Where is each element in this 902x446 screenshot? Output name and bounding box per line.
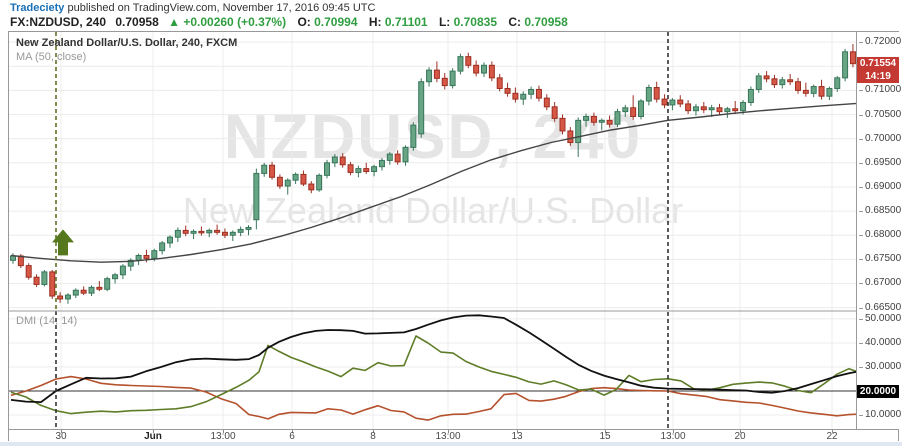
ma-study-label[interactable]: MA (50, close) [16,51,87,63]
price-tick-label: 0.67000 [859,277,901,289]
indicator-tick-label: 10.0000 [859,409,901,421]
price-axis[interactable]: 0.71554 14:19 20.0000 0.72000 0.71000 0.70… [857,32,901,429]
symbol-name[interactable]: FX:NZDUSD, 240 [10,15,107,29]
last-price: 0.70958 [115,15,159,29]
price-tick-label: 0.70000 [859,133,901,145]
price-tick-label: 0.68000 [859,229,901,241]
time-tick-label: 8 [370,431,376,442]
time-tick-label: 15 [599,431,611,442]
time-tick-label: 13:00 [660,431,686,442]
last-price-label: 0.71554 [857,57,899,71]
grid-layer [9,32,857,429]
high-label: H: [368,15,382,29]
time-tick-label: 6 [289,431,295,442]
indicator-tick-label: 50.0000 [859,313,901,325]
dmi-adx-line[interactable] [10,314,857,404]
open-value: 0.70994 [314,15,358,29]
time-tick [673,430,674,433]
dmi-minus-di-line[interactable] [10,375,857,421]
time-tick-label: 20 [734,431,746,442]
time-tick-label: Jun [144,431,162,442]
time-tick-label: 30 [55,431,67,442]
pane-title: New Zealand Dollar/U.S. Dollar, 240, FXC… [16,37,238,49]
close-value: 0.70958 [524,15,568,29]
candles-layer [10,44,856,304]
up-arrow-annotation[interactable] [52,229,74,256]
time-tick [517,430,518,433]
chart-frame: NZDUSD, 240 New Zealand Dollar/U.S. Doll… [8,31,901,442]
chart-canvas[interactable] [9,32,857,429]
open-label: O: [297,15,311,29]
attribution-text: published on TradingView.com, November 1… [64,2,376,14]
low-label: L: [438,15,451,29]
price-tick-label: 0.69000 [859,181,901,193]
symbol-info-bar: FX:NZDUSD, 240 0.70958 ▲ +0.00260 (+0.37… [10,15,568,29]
indicator-tick-label: 30.0000 [859,361,901,373]
dmi-level-label: 20.0000 [857,384,899,398]
price-change: +0.00260 (+0.37%) [183,15,287,29]
time-tick [605,430,606,433]
time-tick [373,430,374,433]
time-tick [448,430,449,433]
bar-countdown-label: 14:19 [857,70,899,84]
indicator-tick-label: 40.0000 [859,337,901,349]
time-tick-label: 13 [511,431,523,442]
time-tick-label: 13:00 [210,431,236,442]
price-tick-label: 0.72000 [859,36,901,48]
time-axis[interactable]: 30 Jun 13:00 6 8 13:00 13 15 13:00 20 22 [9,429,898,442]
price-tick-label: 0.71000 [859,84,901,96]
time-tick [61,430,62,433]
time-tick [223,430,224,433]
high-value: 0.71101 [384,15,428,29]
time-tick [153,430,154,433]
close-label: C: [508,15,522,29]
time-tick [740,430,741,433]
time-tick [292,430,293,433]
low-value: 0.70835 [453,15,497,29]
time-tick-label: 22 [826,431,838,442]
dmi-plus-di-line[interactable] [10,335,857,415]
price-tick-label: 0.70500 [859,109,901,121]
price-tick-label: 0.68500 [859,205,901,217]
time-tick [832,430,833,433]
attribution-bar: Tradeciety published on TradingView.com,… [10,2,375,14]
time-tick-label: 13:00 [435,431,461,442]
dmi-study-label[interactable]: DMI (14, 14) [16,315,78,327]
bottom-strip [0,442,902,446]
ma50-line[interactable] [10,102,857,263]
up-arrow-icon: ▲ [168,15,180,29]
brand-link[interactable]: Tradeciety [10,2,65,14]
price-tick-label: 0.67500 [859,253,901,265]
price-tick-label: 0.66500 [859,302,901,314]
price-tick-label: 0.69500 [859,157,901,169]
